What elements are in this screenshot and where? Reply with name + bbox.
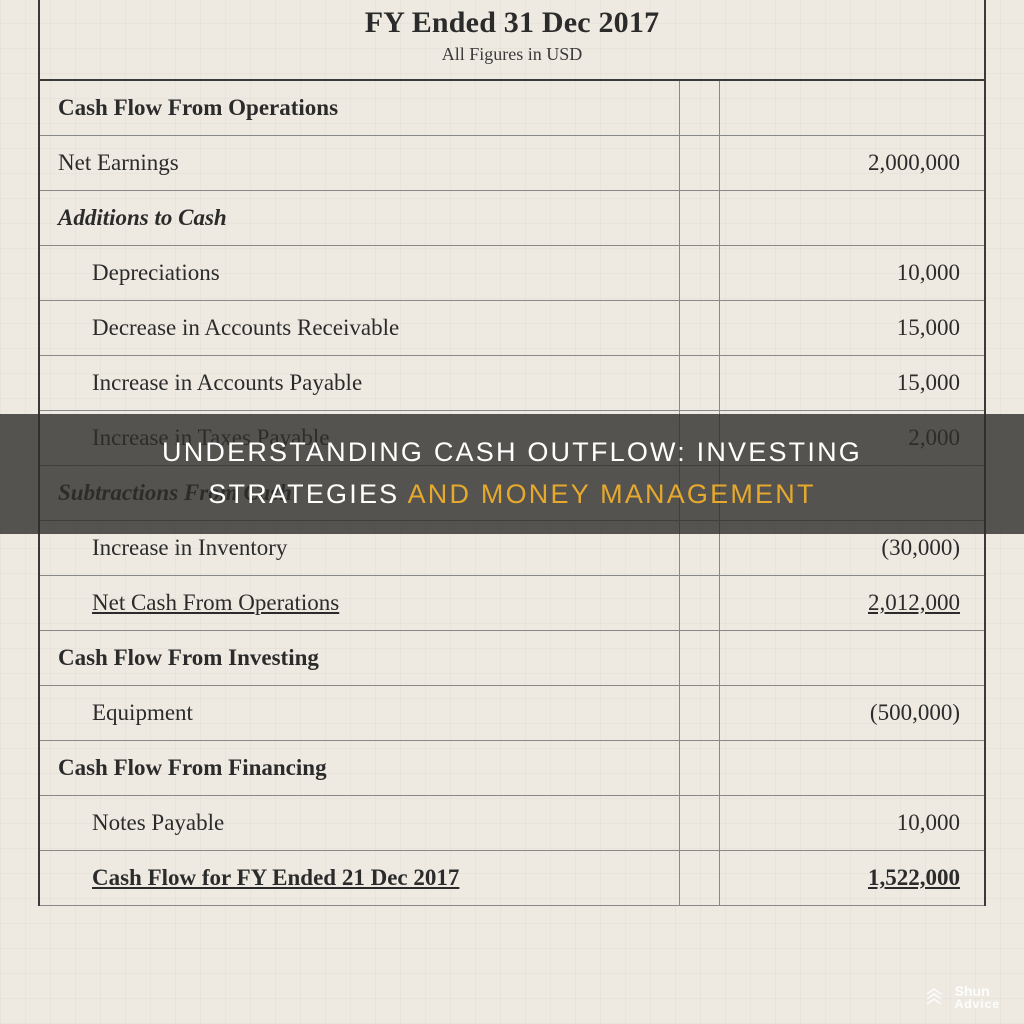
statement-header: FY Ended 31 Dec 2017 All Figures in USD xyxy=(38,0,986,79)
overlay-line2: AND MONEY MANAGEMENT xyxy=(408,479,816,509)
row-label: Equipment xyxy=(39,686,679,741)
row-spacer xyxy=(679,356,719,411)
table-row: Increase in Accounts Payable 15,000 xyxy=(39,356,985,411)
row-label: Cash Flow for FY Ended 21 Dec 2017 xyxy=(39,851,679,906)
title-overlay: UNDERSTANDING CASH OUTFLOW: INVESTING ST… xyxy=(0,414,1024,534)
table-row: Additions to Cash xyxy=(39,191,985,246)
row-spacer xyxy=(679,246,719,301)
row-label: Cash Flow From Operations xyxy=(39,80,679,136)
row-value: 15,000 xyxy=(719,356,985,411)
row-value xyxy=(719,631,985,686)
row-value xyxy=(719,741,985,796)
row-spacer xyxy=(679,851,719,906)
row-value xyxy=(719,191,985,246)
table-row: Cash Flow From Investing xyxy=(39,631,985,686)
statement-title: FY Ended 31 Dec 2017 xyxy=(40,6,984,40)
row-value: 15,000 xyxy=(719,301,985,356)
table-row: Net Earnings 2,000,000 xyxy=(39,136,985,191)
row-label: Net Cash From Operations xyxy=(39,576,679,631)
watermark-brand1: Shun xyxy=(955,984,1000,998)
row-value: (500,000) xyxy=(719,686,985,741)
row-spacer xyxy=(679,631,719,686)
table-row: Cash Flow From Operations xyxy=(39,80,985,136)
row-value: 10,000 xyxy=(719,246,985,301)
table-row: Notes Payable 10,000 xyxy=(39,796,985,851)
table-row: Cash Flow for FY Ended 21 Dec 2017 1,522,… xyxy=(39,851,985,906)
watermark-text: Shun Advice xyxy=(955,984,1000,1010)
watermark-icon xyxy=(921,984,947,1010)
row-label: Additions to Cash xyxy=(39,191,679,246)
row-label: Depreciations xyxy=(39,246,679,301)
row-value: 10,000 xyxy=(719,796,985,851)
row-label: Increase in Accounts Payable xyxy=(39,356,679,411)
row-value xyxy=(719,80,985,136)
row-spacer xyxy=(679,796,719,851)
row-label: Decrease in Accounts Receivable xyxy=(39,301,679,356)
statement-subtitle: All Figures in USD xyxy=(40,44,984,65)
row-spacer xyxy=(679,191,719,246)
row-label: Net Earnings xyxy=(39,136,679,191)
row-spacer xyxy=(679,576,719,631)
row-spacer xyxy=(679,301,719,356)
row-label: Cash Flow From Investing xyxy=(39,631,679,686)
watermark: Shun Advice xyxy=(921,984,1000,1010)
table-row: Equipment (500,000) xyxy=(39,686,985,741)
row-label: Cash Flow From Financing xyxy=(39,741,679,796)
row-spacer xyxy=(679,741,719,796)
row-spacer xyxy=(679,136,719,191)
row-value: 2,000,000 xyxy=(719,136,985,191)
overlay-text: UNDERSTANDING CASH OUTFLOW: INVESTING ST… xyxy=(80,432,944,516)
watermark-brand2: Advice xyxy=(955,998,1000,1010)
row-value: 2,012,000 xyxy=(719,576,985,631)
row-spacer xyxy=(679,686,719,741)
row-label: Notes Payable xyxy=(39,796,679,851)
row-spacer xyxy=(679,80,719,136)
row-value: 1,522,000 xyxy=(719,851,985,906)
table-row: Decrease in Accounts Receivable 15,000 xyxy=(39,301,985,356)
table-row: Depreciations 10,000 xyxy=(39,246,985,301)
table-row: Net Cash From Operations 2,012,000 xyxy=(39,576,985,631)
table-row: Cash Flow From Financing xyxy=(39,741,985,796)
